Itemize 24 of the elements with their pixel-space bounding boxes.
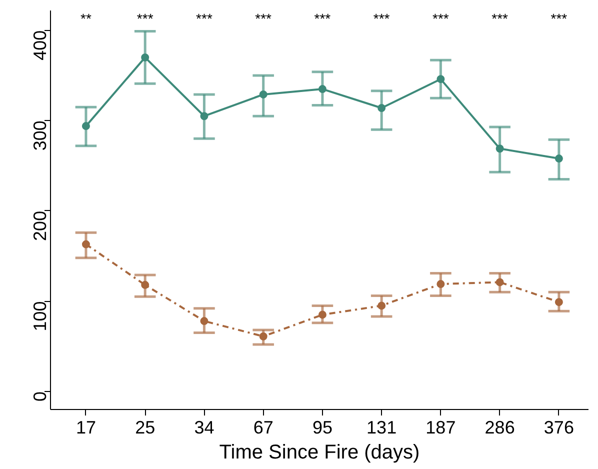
y-tick-label: 200 bbox=[30, 210, 50, 241]
annotation: ** bbox=[80, 10, 92, 26]
annotation: *** bbox=[550, 10, 568, 26]
x-tick-label: 376 bbox=[544, 418, 574, 438]
x-tick-label: 34 bbox=[194, 418, 214, 438]
x-tick-label: 95 bbox=[312, 418, 332, 438]
x-tick-label: 25 bbox=[135, 418, 156, 438]
y-tick-label: 300 bbox=[30, 120, 50, 151]
x-tick-label: 67 bbox=[253, 418, 274, 438]
annotation: *** bbox=[432, 10, 450, 26]
y-tick-label: 400 bbox=[30, 30, 50, 60]
annotation: *** bbox=[492, 10, 509, 26]
x-axis-title: Time Since Fire (days) bbox=[219, 442, 420, 464]
y-tick-label: 0 bbox=[30, 391, 50, 402]
annotation: *** bbox=[136, 10, 154, 26]
x-tick-label: 286 bbox=[484, 418, 515, 438]
annotation: *** bbox=[196, 10, 213, 26]
x-tick-label: 17 bbox=[76, 418, 96, 438]
annotation: *** bbox=[314, 10, 332, 26]
x-tick-label: 187 bbox=[426, 418, 456, 438]
annotation: *** bbox=[255, 10, 272, 26]
y-tick-label: 100 bbox=[30, 301, 50, 332]
x-tick-label: 131 bbox=[366, 418, 397, 438]
annotation: *** bbox=[373, 10, 390, 26]
